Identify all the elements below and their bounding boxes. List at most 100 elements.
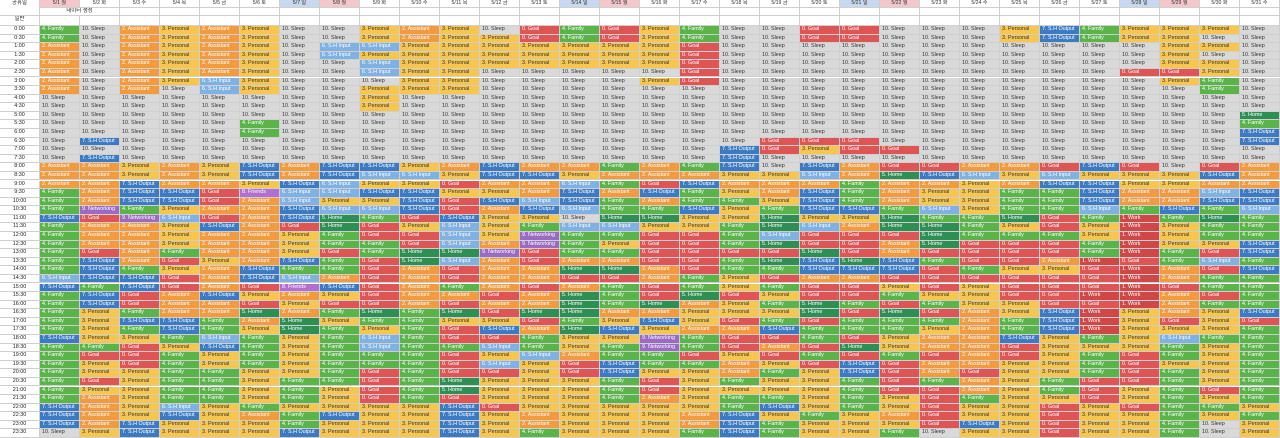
schedule-cell[interactable]: 3. Personal	[320, 420, 360, 430]
schedule-cell[interactable]: 4. Family	[1160, 420, 1200, 430]
schedule-cell[interactable]: 2. Assistant	[1240, 163, 1280, 172]
schedule-cell[interactable]: 2. Assistant	[160, 180, 200, 190]
schedule-cell[interactable]: 7. S.H Output	[840, 369, 880, 378]
schedule-cell[interactable]: 3. Personal	[1200, 26, 1240, 35]
schedule-cell[interactable]: 10. Sleep	[520, 111, 560, 121]
schedule-cell[interactable]: 4. Family	[920, 214, 960, 224]
schedule-cell[interactable]: 2. Assistant	[960, 343, 1000, 353]
schedule-cell[interactable]: 10. Sleep	[560, 129, 600, 138]
schedule-cell[interactable]: 4. Family	[40, 386, 80, 396]
schedule-cell[interactable]: 4. Family	[320, 232, 360, 241]
schedule-cell[interactable]: 3. Personal	[480, 377, 520, 387]
schedule-cell[interactable]: 4. Family	[40, 326, 80, 335]
schedule-cell[interactable]: 10. Sleep	[80, 43, 120, 52]
schedule-cell[interactable]: 0. Goal	[800, 317, 840, 327]
schedule-cell[interactable]: 7. S.H Output	[280, 180, 320, 190]
schedule-cell[interactable]: 3. Personal	[200, 352, 240, 361]
schedule-cell[interactable]: 4. Family	[600, 386, 640, 396]
schedule-cell[interactable]: 10. Sleep	[920, 34, 960, 44]
schedule-cell[interactable]: 10. Sleep	[720, 26, 760, 35]
schedule-cell[interactable]: 4. Family	[360, 214, 400, 224]
schedule-cell[interactable]: 3. Personal	[1040, 395, 1080, 404]
schedule-cell[interactable]: 4. Family	[1240, 377, 1280, 387]
schedule-cell[interactable]: 0. Goal	[1040, 412, 1080, 421]
schedule-cell[interactable]: 2. Assistant	[40, 180, 80, 190]
schedule-cell[interactable]: 3. Personal	[680, 377, 720, 387]
schedule-cell[interactable]: 2. Assistant	[280, 163, 320, 172]
schedule-cell[interactable]: 3. Personal	[1120, 412, 1160, 421]
day-header[interactable]: 5/13 토	[520, 0, 560, 8]
schedule-cell[interactable]: 0. Goal	[360, 395, 400, 404]
schedule-cell[interactable]: 2. Assistant	[880, 249, 920, 258]
schedule-cell[interactable]: 3. Personal	[1120, 343, 1160, 353]
schedule-cell[interactable]: 5. Home	[680, 292, 720, 301]
schedule-cell[interactable]: 10. Sleep	[280, 137, 320, 147]
schedule-cell[interactable]: 10. Sleep	[1040, 60, 1080, 69]
schedule-cell[interactable]: 6. S.H Input	[360, 206, 400, 215]
schedule-cell[interactable]: 3. Personal	[280, 352, 320, 361]
schedule-cell[interactable]: 0. Goal	[520, 257, 560, 267]
schedule-cell[interactable]: 2. Assistant	[40, 68, 80, 78]
schedule-cell[interactable]: 10. Sleep	[1240, 60, 1280, 69]
schedule-cell[interactable]: 3. Personal	[1120, 326, 1160, 335]
schedule-cell[interactable]: 0. Goal	[840, 137, 880, 147]
schedule-cell[interactable]: 3. Personal	[1080, 343, 1120, 353]
schedule-cell[interactable]: 10. Sleep	[80, 26, 120, 35]
time-label[interactable]: 3:00	[0, 77, 40, 87]
day-subheader-blank[interactable]	[640, 8, 680, 16]
schedule-cell[interactable]: 3. Personal	[1000, 429, 1040, 438]
schedule-cell[interactable]: 2. Assistant	[120, 68, 160, 78]
schedule-cell[interactable]: 4. Family	[40, 189, 80, 198]
schedule-cell[interactable]: 3. Personal	[480, 214, 520, 224]
schedule-cell[interactable]: 3. Personal	[1200, 326, 1240, 335]
schedule-cell[interactable]: 3. Personal	[440, 317, 480, 327]
schedule-cell[interactable]: 3. Personal	[720, 386, 760, 396]
schedule-cell[interactable]: 10. Sleep	[1200, 429, 1240, 438]
schedule-cell[interactable]: 10. Sleep	[1000, 103, 1040, 112]
schedule-cell[interactable]: 7. S.H Output	[1000, 335, 1040, 344]
schedule-cell[interactable]: 7. S.H Output	[520, 206, 560, 215]
time-label[interactable]: 7:30	[0, 154, 40, 164]
day-subheader-blank[interactable]	[760, 8, 800, 16]
schedule-cell[interactable]: 10. Sleep	[1080, 120, 1120, 129]
schedule-cell[interactable]: 10. Sleep	[1040, 146, 1080, 155]
schedule-cell[interactable]: 7. S.H Output	[1040, 180, 1080, 190]
schedule-cell[interactable]: 9. Networking	[80, 206, 120, 215]
day-subheader-blank[interactable]	[600, 8, 640, 16]
schedule-cell[interactable]: 4. Family	[120, 309, 160, 318]
schedule-cell[interactable]: 10. Sleep	[960, 120, 1000, 129]
schedule-cell[interactable]: 4. Family	[520, 429, 560, 438]
schedule-cell[interactable]: 10. Sleep	[80, 77, 120, 87]
schedule-cell[interactable]: 10. Sleep	[40, 103, 80, 112]
schedule-cell[interactable]: 10. Sleep	[560, 77, 600, 87]
schedule-cell[interactable]: 10. Sleep	[80, 60, 120, 69]
schedule-cell[interactable]: 0. Goal	[1040, 214, 1080, 224]
schedule-cell[interactable]: 6. S.H Input	[1040, 171, 1080, 181]
schedule-cell[interactable]: 3. Personal	[600, 403, 640, 413]
schedule-cell[interactable]: 10. Sleep	[1200, 34, 1240, 44]
schedule-cell[interactable]: 10. Sleep	[160, 120, 200, 129]
schedule-cell[interactable]: 10. Sleep	[760, 60, 800, 69]
day-subheader-blank[interactable]	[600, 16, 640, 26]
schedule-cell[interactable]: 10. Sleep	[120, 154, 160, 164]
schedule-cell[interactable]: 2. Assistant	[200, 240, 240, 250]
schedule-cell[interactable]: 4. Family	[40, 352, 80, 361]
schedule-cell[interactable]: 10. Sleep	[1120, 120, 1160, 129]
schedule-cell[interactable]: 3. Personal	[1000, 377, 1040, 387]
schedule-cell[interactable]: 3. Personal	[560, 429, 600, 438]
day-subheader-blank[interactable]	[40, 16, 80, 26]
schedule-cell[interactable]: 4. Family	[160, 369, 200, 378]
schedule-cell[interactable]: 4. Family	[1240, 214, 1280, 224]
schedule-cell[interactable]: 10. Sleep	[640, 154, 680, 164]
schedule-cell[interactable]: 7. S.H Output	[80, 154, 120, 164]
schedule-cell[interactable]: 4. Family	[40, 395, 80, 404]
schedule-cell[interactable]: 3. Personal	[600, 412, 640, 421]
schedule-cell[interactable]: 10. Sleep	[720, 51, 760, 61]
schedule-cell[interactable]: 2. Assistant	[480, 283, 520, 293]
schedule-cell[interactable]: 7. S.H Output	[640, 317, 680, 327]
schedule-cell[interactable]: 0. Goal	[800, 232, 840, 241]
schedule-cell[interactable]: 3. Personal	[1160, 51, 1200, 61]
schedule-cell[interactable]: 4. Family	[1160, 352, 1200, 361]
schedule-cell[interactable]: 0. Goal	[1200, 386, 1240, 396]
schedule-cell[interactable]: 3. Personal	[840, 214, 880, 224]
